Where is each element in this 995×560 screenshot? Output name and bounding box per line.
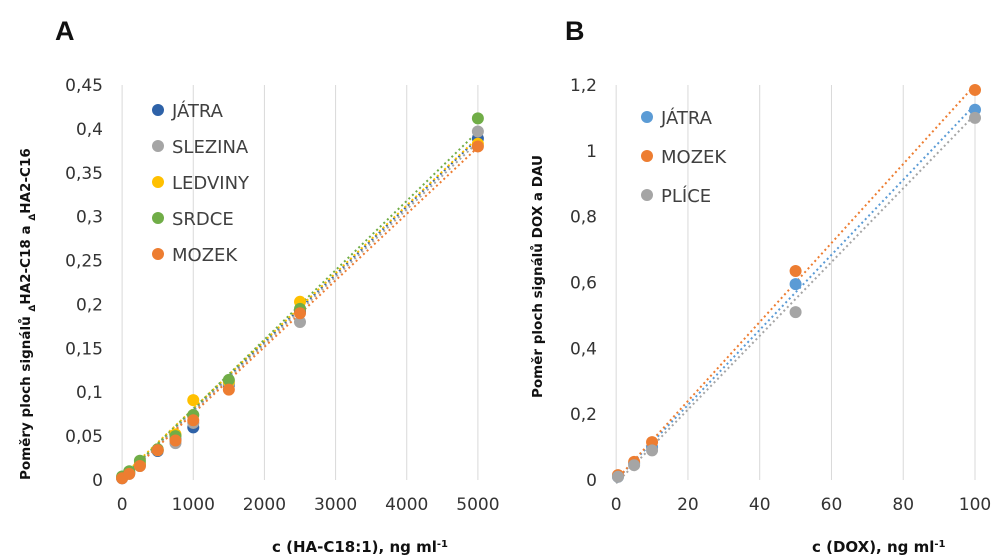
legend-a: JÁTRA SLEZINA LEDVINY SRDCE MOZEK: [152, 100, 250, 266]
legend-marker-b: [641, 150, 653, 162]
legend-label-a: SRDCE: [172, 209, 234, 230]
legend-marker-a: [152, 212, 164, 224]
data-point-a: [471, 140, 484, 153]
points-a: [116, 112, 484, 485]
data-point-b: [969, 83, 981, 96]
x-axis-label-a: c (HA-C18:1), ng ml-1: [272, 538, 448, 556]
data-point-a: [471, 112, 484, 125]
data-point-a: [169, 434, 182, 447]
data-point-b: [646, 436, 659, 449]
y-axis-label-a-part2: HA2-C18 a: [18, 221, 34, 305]
data-point-b: [969, 111, 981, 124]
legend-marker-a: [152, 140, 164, 152]
y-tick-label-a: 0,1: [76, 383, 103, 403]
y-axis-label-a-sub2: Δ: [28, 214, 38, 221]
y-tick-label-a: 0,25: [65, 252, 103, 272]
legend-label-b: PLÍCE: [661, 185, 711, 207]
x-tick-label-a: 1000: [172, 495, 215, 515]
legend-label-a: SLEZINA: [172, 137, 249, 158]
grid-b: [615, 85, 976, 480]
data-point-a: [222, 383, 235, 396]
legend-label-b: JÁTRA: [660, 107, 713, 129]
y-tick-label-a: 0: [92, 471, 103, 491]
y-tick-label-b: 0,4: [570, 339, 597, 359]
data-point-b: [628, 459, 641, 472]
y-tick-label-b: 0,8: [570, 208, 597, 228]
y-tick-label-a: 0,2: [76, 295, 103, 315]
legend-label-a: LEDVINY: [172, 173, 250, 194]
legend-marker-a: [152, 248, 164, 260]
data-point-a: [187, 394, 200, 407]
trendline-b: [615, 113, 976, 484]
legend-marker-a: [152, 176, 164, 188]
data-point-a: [471, 125, 484, 138]
legend-label-a: MOZEK: [172, 245, 238, 266]
x-axis-label-b-text: c (DOX), ng ml: [812, 538, 934, 556]
legend-b: JÁTRA MOZEK PLÍCE: [641, 107, 727, 207]
y-tick-label-b: 0,2: [570, 405, 597, 425]
x-axis-label-b: c (DOX), ng ml-1: [812, 538, 946, 556]
chart-panel-b: B 0 20 40 60 80 100 0 0,2 0,4 0,6 0,8 1 1,2 JÁTRA MOZ…: [529, 16, 991, 556]
x-tick-label-a: 5000: [456, 495, 499, 515]
data-point-b: [611, 470, 624, 483]
ticks-b: 0 20 40 60 80 100 0 0,2 0,4 0,6 0,8 1 1,2: [570, 76, 991, 515]
chart-panel-a: A 0 1000 2000 3000 4000 5000 0 0,05 0,1 0,15 0,2 0,…: [17, 16, 500, 556]
y-tick-label-a: 0,35: [65, 164, 103, 184]
y-axis-label-a: Poměry ploch signálů ΔHA2-C18 a ΔHA2-C16: [17, 148, 38, 480]
legend-marker-b: [641, 189, 653, 201]
data-point-a: [151, 444, 164, 457]
trendline-b: [615, 104, 976, 481]
x-axis-label-b-sup: -1: [934, 539, 945, 550]
x-tick-label-b: 80: [892, 495, 914, 515]
y-tick-label-a: 0,4: [76, 120, 103, 140]
data-point-a: [187, 414, 200, 427]
legend-marker-b: [641, 111, 653, 123]
y-tick-label-b: 1,2: [570, 76, 597, 96]
x-tick-label-a: 3000: [314, 495, 357, 515]
data-point-b: [646, 444, 659, 457]
x-tick-label-a: 0: [117, 495, 128, 515]
panel-label-a: A: [55, 16, 75, 46]
data-point-a: [294, 307, 306, 320]
data-point-b: [789, 264, 802, 277]
y-axis-label-a-part3: HA2-C16: [18, 148, 34, 213]
y-tick-label-b: 0: [586, 471, 597, 491]
x-tick-label-b: 20: [677, 495, 699, 515]
y-tick-label-a: 0,15: [65, 339, 103, 359]
y-tick-label-b: 0,6: [570, 274, 597, 294]
data-point-a: [222, 373, 235, 386]
y-axis-label-a-part1: Poměry ploch signálů: [17, 312, 34, 480]
y-axis-label-a-sub1: Δ: [28, 305, 38, 312]
y-tick-label-a: 0,05: [65, 427, 103, 447]
x-tick-label-a: 4000: [385, 495, 428, 515]
legend-marker-a: [152, 104, 164, 116]
data-point-b: [789, 278, 802, 291]
x-tick-label-a: 2000: [243, 495, 286, 515]
data-point-b: [789, 306, 802, 319]
ticks-a: 0 1000 2000 3000 4000 5000 0 0,05 0,1 0,15 0,2 0,25…: [65, 76, 499, 515]
y-axis-label-b: Poměr ploch signálů DOX a DAU: [529, 155, 546, 398]
data-point-a: [133, 459, 146, 472]
y-tick-label-b: 1: [586, 142, 597, 162]
y-tick-label-a: 0,45: [65, 76, 103, 96]
data-point-b: [969, 103, 981, 116]
points-b: [611, 83, 981, 483]
trendline-a: [121, 146, 479, 481]
x-axis-label-a-sup: -1: [437, 539, 448, 550]
legend-label-a: JÁTRA: [171, 100, 224, 122]
data-point-a: [123, 467, 136, 480]
data-point-a: [294, 316, 306, 328]
x-tick-label-b: 0: [611, 495, 622, 515]
x-axis-label-a-text: c (HA-C18:1), ng ml: [272, 538, 437, 556]
x-tick-label-b: 100: [959, 495, 991, 515]
legend-label-b: MOZEK: [661, 147, 727, 168]
x-tick-label-b: 60: [821, 495, 843, 515]
panel-label-b: B: [565, 16, 585, 46]
y-tick-label-a: 0,3: [76, 208, 103, 228]
x-tick-label-b: 40: [749, 495, 771, 515]
